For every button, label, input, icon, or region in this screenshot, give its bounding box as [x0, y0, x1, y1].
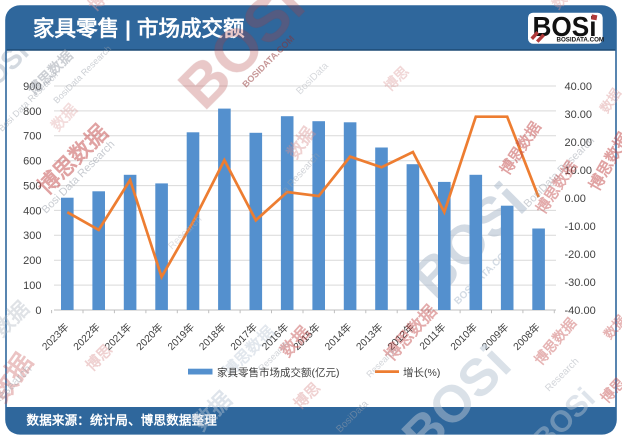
svg-text:800: 800 [23, 106, 41, 118]
svg-text:0: 0 [35, 305, 41, 317]
svg-text:数据来源：统计局、博思数据整理: 数据来源：统计局、博思数据整理 [26, 412, 218, 427]
svg-text:300: 300 [23, 230, 41, 242]
svg-text:家具零售 | 市场成交额: 家具零售 | 市场成交额 [33, 16, 245, 41]
svg-text:100: 100 [23, 280, 41, 292]
svg-text:20.00: 20.00 [565, 137, 593, 149]
svg-text:家具零售市场成交额(亿元): 家具零售市场成交额(亿元) [217, 366, 340, 379]
svg-text:-20.00: -20.00 [565, 249, 596, 261]
svg-text:0.00: 0.00 [565, 193, 586, 205]
svg-text:600: 600 [23, 156, 41, 168]
svg-text:增长(%): 增长(%) [403, 366, 440, 379]
svg-text:40.00: 40.00 [565, 81, 593, 93]
svg-text:BOSIDATA.COM: BOSIDATA.COM [557, 36, 605, 43]
svg-text:-30.00: -30.00 [565, 277, 596, 289]
svg-text:500: 500 [23, 181, 41, 193]
svg-text:900: 900 [23, 81, 41, 93]
svg-text:200: 200 [23, 255, 41, 267]
svg-text:-40.00: -40.00 [565, 305, 596, 317]
svg-text:-10.00: -10.00 [565, 221, 596, 233]
svg-text:700: 700 [23, 131, 41, 143]
svg-text:10.00: 10.00 [565, 165, 593, 177]
svg-text:30.00: 30.00 [565, 109, 593, 121]
svg-text:400: 400 [23, 205, 41, 217]
